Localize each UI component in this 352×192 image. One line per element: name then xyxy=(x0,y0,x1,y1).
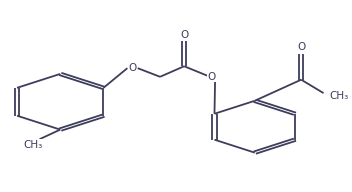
Text: CH₃: CH₃ xyxy=(24,140,43,150)
Text: CH₃: CH₃ xyxy=(330,91,349,101)
Text: O: O xyxy=(208,72,216,82)
Text: O: O xyxy=(297,42,305,52)
Text: O: O xyxy=(180,30,188,40)
Text: O: O xyxy=(128,63,137,73)
